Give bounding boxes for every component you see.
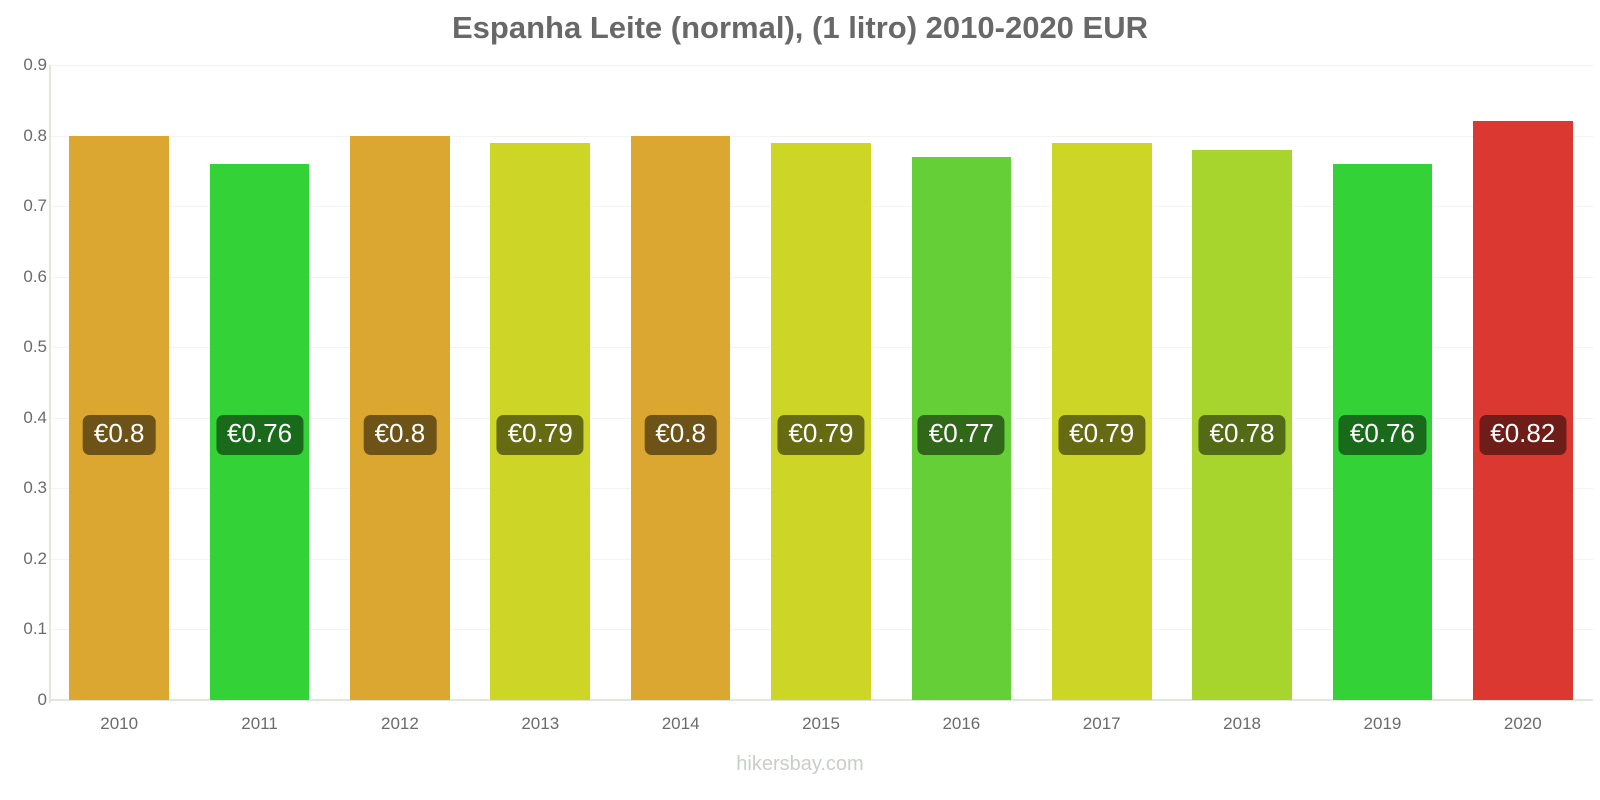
x-axis-tick-label: 2019 bbox=[1363, 714, 1402, 733]
y-axis-tick-label: 0.7 bbox=[23, 196, 47, 216]
y-axis-tick-label: 0.6 bbox=[23, 266, 47, 286]
x-axis-tick-label: 2013 bbox=[521, 714, 560, 733]
bar-value-label: €0.8 bbox=[644, 415, 717, 455]
x-axis-tick-label: 2012 bbox=[380, 714, 419, 733]
y-axis-tick-label: 0 bbox=[37, 690, 47, 709]
bar-value-label: €0.8 bbox=[82, 415, 156, 455]
y-axis-tick-label: 0.2 bbox=[23, 548, 47, 568]
y-axis-tick-label: 0.9 bbox=[23, 55, 47, 74]
x-axis-tick-label: 2014 bbox=[661, 714, 700, 733]
y-axis-tick-label: 0.8 bbox=[23, 125, 47, 145]
x-axis-tick-label: 2016 bbox=[942, 714, 981, 733]
watermark-text: hikersbay.com bbox=[736, 753, 864, 775]
y-axis-tick-label: 0.1 bbox=[23, 619, 47, 639]
gridline bbox=[49, 135, 1593, 137]
bar-slot[interactable]: €0.77 bbox=[891, 65, 1031, 700]
x-axis-tick-label: 2010 bbox=[100, 714, 139, 733]
bar-value-label: €0.82 bbox=[1479, 415, 1567, 455]
x-axis-tick-label: 2020 bbox=[1503, 714, 1542, 733]
y-axis-line bbox=[49, 65, 51, 703]
x-axis-tick-label: 2018 bbox=[1223, 714, 1261, 733]
bar-value-label: €0.76 bbox=[1338, 415, 1426, 455]
bar-value-label: €0.77 bbox=[917, 415, 1005, 455]
bar-value-label: €0.8 bbox=[363, 415, 437, 455]
x-axis-tick-label: 2017 bbox=[1082, 714, 1121, 733]
bar-value-label: €0.79 bbox=[1058, 415, 1146, 455]
bar-slot[interactable]: €0.78 bbox=[1172, 65, 1312, 700]
y-axis-tick-label: 0.4 bbox=[23, 407, 47, 427]
bar-slot[interactable]: €0.8 bbox=[610, 65, 750, 700]
bar-value-label: €0.76 bbox=[215, 415, 304, 455]
bar-value-label: €0.79 bbox=[496, 415, 584, 455]
x-axis-tick-label: 2011 bbox=[241, 714, 278, 733]
bar-slot[interactable]: €0.79 bbox=[1032, 65, 1172, 700]
bar-slot[interactable]: €0.79 bbox=[751, 65, 891, 700]
bar-slot[interactable]: €0.79 bbox=[470, 65, 610, 700]
x-axis-tick-label: 2015 bbox=[802, 714, 840, 733]
y-axis-tick-label: 0.5 bbox=[23, 337, 47, 357]
bar-slot[interactable]: €0.82 bbox=[1453, 65, 1593, 700]
bar[interactable] bbox=[1472, 121, 1573, 700]
y-axis-tick-label: 0.3 bbox=[23, 478, 47, 498]
bar-slot[interactable]: €0.8 bbox=[330, 65, 470, 700]
bar-value-label: €0.79 bbox=[777, 415, 865, 455]
bar-slot[interactable]: €0.76 bbox=[1312, 65, 1452, 700]
bars-layer: €0.8 €0.76 €0.8 €0.79 €0.8 €0.79 €0.77 €0.79 €0.… bbox=[49, 65, 1593, 700]
chart-title: Espanha Leite (normal), (1 litro) 2010-2… bbox=[452, 10, 1148, 45]
gridline bbox=[49, 65, 1593, 66]
bar-slot[interactable]: €0.76 bbox=[189, 65, 329, 700]
bar-slot[interactable]: €0.8 bbox=[49, 65, 189, 700]
bar-value-label: €0.78 bbox=[1198, 415, 1286, 455]
x-axis-line bbox=[49, 699, 1593, 701]
